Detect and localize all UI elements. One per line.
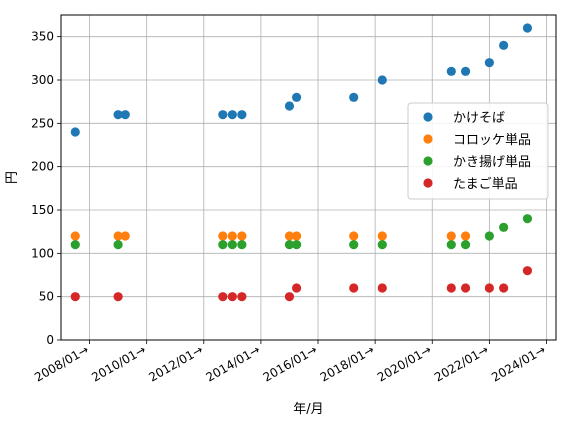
legend-entry: かき揚げ単品: [453, 154, 531, 170]
data-point: [446, 283, 456, 293]
axis-ticks: 0501001502002503003502008/01→2010/01→201…: [31, 30, 548, 385]
data-point: [292, 240, 302, 250]
grid-lines: [61, 15, 556, 341]
data-point: [349, 231, 359, 241]
data-point: [284, 231, 295, 241]
data-point: [446, 231, 456, 241]
data-point: [218, 110, 228, 120]
legend-entry: コロッケ単品: [453, 132, 531, 148]
data-point: [237, 231, 247, 241]
x-tick-label: 2008/01→: [32, 342, 91, 384]
data-point: [484, 283, 494, 293]
y-tick-label: 0: [46, 333, 54, 347]
data-points: [70, 23, 533, 302]
data-point: [227, 292, 237, 302]
data-point: [113, 231, 123, 241]
data-point: [70, 292, 80, 302]
data-point: [349, 283, 359, 293]
data-point: [460, 240, 471, 250]
data-point: [499, 283, 509, 293]
data-point: [349, 240, 359, 250]
data-point: [70, 231, 80, 241]
legend-marker: [423, 112, 433, 122]
data-point: [120, 110, 130, 120]
x-tick-label: 2022/01→: [432, 342, 491, 384]
data-point: [522, 23, 533, 33]
data-point: [377, 283, 387, 293]
data-point: [377, 75, 387, 85]
data-point: [484, 58, 494, 68]
x-axis-label: 年/月: [293, 402, 323, 417]
data-point: [218, 231, 228, 241]
data-point: [218, 240, 228, 250]
legend-entry: かけそば: [453, 111, 505, 126]
legend-marker: [423, 134, 433, 144]
data-point: [349, 92, 359, 102]
data-point: [292, 92, 302, 102]
legend-entry: たまご単品: [453, 176, 518, 192]
data-point: [446, 66, 456, 76]
data-point: [113, 240, 123, 250]
data-point: [522, 214, 533, 224]
x-tick-label: 2012/01→: [146, 342, 205, 384]
legend-box: [407, 102, 549, 200]
data-point: [292, 283, 302, 293]
legend-marker: [423, 156, 433, 166]
data-point: [227, 110, 237, 120]
y-tick-label: 50: [39, 290, 54, 304]
x-tick-label: 2024/01→: [489, 342, 548, 384]
data-point: [237, 292, 247, 302]
y-tick-label: 150: [31, 203, 54, 217]
y-tick-label: 250: [31, 116, 54, 130]
data-point: [460, 231, 471, 241]
data-point: [284, 101, 295, 111]
data-point: [227, 240, 237, 250]
data-point: [284, 240, 295, 250]
data-point: [484, 231, 494, 241]
data-point: [218, 292, 228, 302]
data-point: [284, 292, 295, 302]
y-axis-label: 円: [5, 171, 20, 184]
x-tick-label: 2014/01→: [204, 342, 263, 384]
data-point: [70, 240, 80, 250]
x-tick-label: 2020/01→: [375, 342, 434, 384]
plot-frame: [60, 14, 557, 341]
data-point: [120, 231, 130, 241]
data-point: [460, 66, 471, 76]
data-point: [70, 127, 80, 137]
data-point: [377, 231, 387, 241]
y-tick-label: 300: [31, 73, 54, 87]
data-point: [237, 240, 247, 250]
data-point: [499, 40, 509, 50]
data-point: [292, 231, 302, 241]
data-point: [460, 283, 471, 293]
legend-marker: [423, 178, 433, 188]
y-tick-label: 350: [31, 30, 54, 44]
data-point: [227, 231, 237, 241]
y-tick-label: 200: [31, 160, 54, 174]
data-point: [377, 240, 387, 250]
data-point: [522, 266, 533, 276]
data-point: [446, 240, 456, 250]
x-tick-label: 2018/01→: [318, 342, 377, 384]
data-point: [237, 110, 247, 120]
data-point: [499, 222, 509, 232]
data-point: [113, 110, 123, 120]
x-tick-label: 2016/01→: [261, 342, 320, 384]
y-tick-label: 100: [31, 246, 54, 260]
x-tick-label: 2010/01→: [89, 342, 148, 384]
data-point: [113, 292, 123, 302]
